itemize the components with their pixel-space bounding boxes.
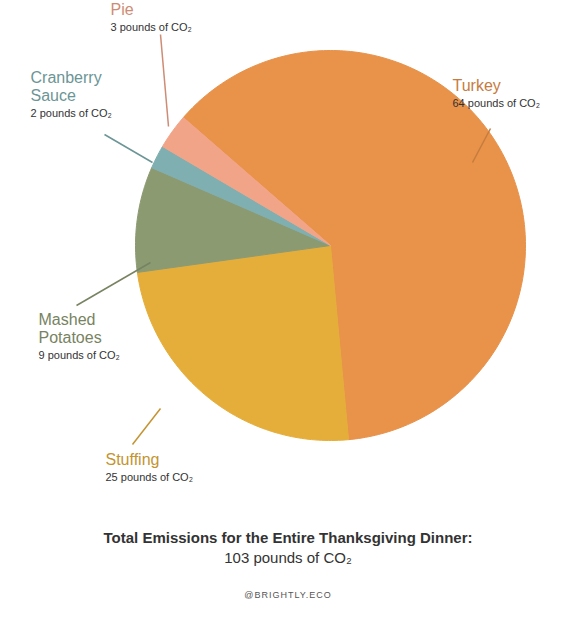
- svg-text:Stuffing: Stuffing: [106, 451, 160, 468]
- html-text:@BRIGHTLY.ECO: @BRIGHTLY.ECO: [244, 590, 332, 600]
- svg-text:CranberrySauce: CranberrySauce: [31, 69, 102, 104]
- svg-text:3 pounds of CO₂: 3 pounds of CO₂: [111, 21, 192, 33]
- svg-text:2 pounds of CO₂: 2 pounds of CO₂: [31, 107, 112, 119]
- svg-text:64 pounds of CO₂: 64 pounds of CO₂: [453, 97, 540, 109]
- svg-text:25 pounds of CO₂: 25 pounds of CO₂: [106, 471, 193, 483]
- svg-text:Turkey: Turkey: [453, 77, 501, 94]
- svg-text:Pie: Pie: [111, 1, 134, 18]
- svg-text:MashedPotatoes: MashedPotatoes: [39, 311, 102, 346]
- html-text:Total Emissions for the Entire: Total Emissions for the Entire Thanksgiv…: [103, 529, 473, 546]
- svg-text:9 pounds of CO₂: 9 pounds of CO₂: [39, 349, 120, 361]
- html-text:103 pounds of CO₂: 103 pounds of CO₂: [224, 549, 352, 566]
